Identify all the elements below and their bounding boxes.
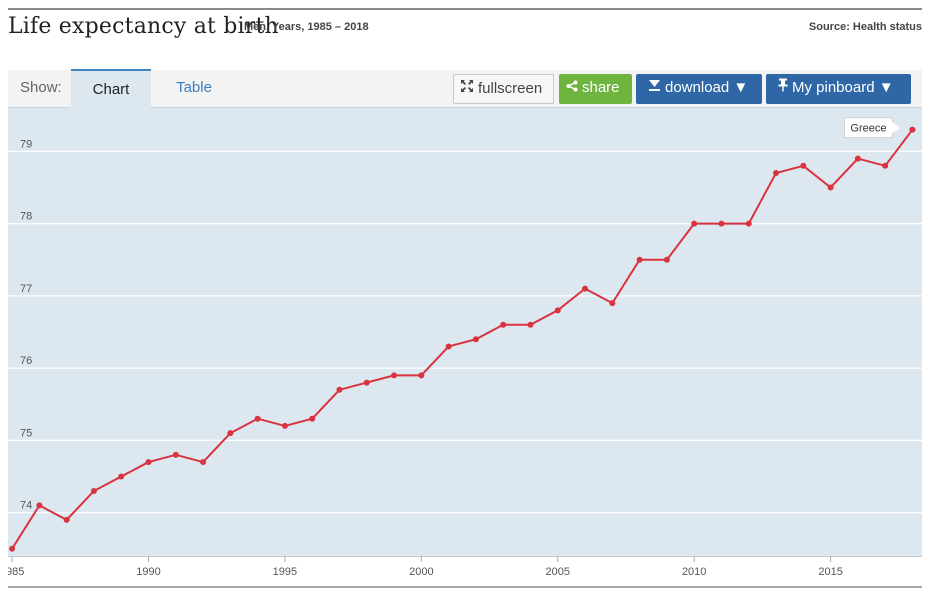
pinboard-button[interactable]: My pinboard ▼ [766, 74, 911, 104]
share-icon [566, 80, 578, 92]
tooltip-tail [891, 121, 901, 134]
source-link[interactable]: Source: Health status [808, 21, 922, 33]
data-point[interactable] [200, 459, 207, 466]
y-tick-label-78: 78 [20, 211, 32, 223]
data-point[interactable] [90, 487, 97, 494]
data-point[interactable] [254, 415, 261, 422]
toolbar: Show: Chart Table fullscreen share [8, 69, 922, 108]
show-label: Show: [20, 79, 62, 96]
data-point[interactable] [500, 321, 507, 328]
x-axis-ticks [11, 556, 832, 562]
tooltip-label: Greece [850, 123, 886, 135]
data-point[interactable] [281, 422, 288, 429]
line-chart: 74 75 76 77 78 79 1985 1990 1995 2000 2005 2010 201… [8, 108, 922, 588]
page-title: Life expectancy at birth [8, 14, 279, 39]
data-point[interactable] [582, 285, 589, 292]
data-point[interactable] [227, 430, 234, 437]
data-point[interactable] [36, 502, 43, 509]
y-tick-label-76: 76 [20, 355, 32, 367]
data-point[interactable] [773, 170, 780, 177]
x-tick-label-2000: 2000 [409, 566, 433, 578]
data-point[interactable] [445, 343, 452, 350]
pinboard-label: My pinboard ▼ [792, 79, 894, 96]
y-tick-label-74: 74 [20, 500, 32, 512]
data-point[interactable] [391, 372, 398, 379]
top-rule [8, 8, 922, 10]
data-point[interactable] [882, 162, 889, 169]
expand-arrows-icon [460, 79, 474, 93]
data-point[interactable] [854, 155, 861, 162]
data-point[interactable] [63, 516, 70, 523]
series-line-greece [11, 129, 914, 550]
fullscreen-button[interactable]: fullscreen [453, 74, 554, 104]
data-point[interactable] [418, 372, 425, 379]
page-subtitle: Men, Years, 1985 – 2018 [244, 21, 369, 33]
fullscreen-label: fullscreen [478, 80, 543, 97]
data-point[interactable] [909, 126, 916, 133]
data-point[interactable] [827, 184, 834, 191]
y-tick-label-75: 75 [20, 427, 32, 439]
y-tick-label-77: 77 [20, 283, 32, 295]
data-point[interactable] [172, 451, 179, 458]
x-tick-label-2010: 2010 [682, 566, 706, 578]
data-point[interactable] [118, 473, 125, 480]
data-point[interactable] [745, 220, 752, 227]
data-point[interactable] [800, 162, 807, 169]
plot-background [8, 108, 922, 556]
data-point[interactable] [145, 459, 152, 466]
data-point[interactable] [336, 386, 343, 393]
data-point[interactable] [554, 307, 561, 314]
download-label: download ▼ [665, 79, 749, 96]
y-tick-label-79: 79 [20, 138, 32, 150]
y-axis-labels: 74 75 76 77 78 79 [20, 138, 32, 511]
data-point[interactable] [527, 321, 534, 328]
data-point[interactable] [663, 256, 670, 263]
tab-chart[interactable]: Chart [71, 69, 151, 108]
data-point[interactable] [363, 379, 370, 386]
gridlines [8, 150, 922, 514]
x-tick-label-2005: 2005 [546, 566, 570, 578]
download-button[interactable]: download ▼ [636, 74, 762, 104]
data-point[interactable] [309, 415, 316, 422]
data-point[interactable] [9, 545, 16, 552]
series-tooltip: Greece [843, 117, 901, 139]
data-point[interactable] [472, 336, 479, 343]
x-axis-labels: 1985 1990 1995 2000 2005 2010 2015 [8, 566, 843, 578]
data-point[interactable] [718, 220, 725, 227]
download-arrow-icon [648, 79, 661, 92]
data-points [9, 126, 916, 552]
x-tick-label-1985: 1985 [8, 566, 24, 578]
tab-table[interactable]: Table [176, 79, 212, 96]
share-button[interactable]: share [559, 74, 632, 104]
pin-icon [778, 78, 788, 92]
x-tick-label-2015: 2015 [818, 566, 842, 578]
chart-area: 74 75 76 77 78 79 1985 1990 1995 2000 2005 2010 201… [8, 108, 922, 590]
x-tick-label-1990: 1990 [136, 566, 160, 578]
x-tick-label-1995: 1995 [273, 566, 297, 578]
data-point[interactable] [691, 220, 698, 227]
data-point[interactable] [609, 300, 616, 307]
data-point[interactable] [636, 256, 643, 263]
header: Life expectancy at birth Men, Years, 198… [8, 14, 922, 44]
share-label: share [582, 79, 620, 96]
